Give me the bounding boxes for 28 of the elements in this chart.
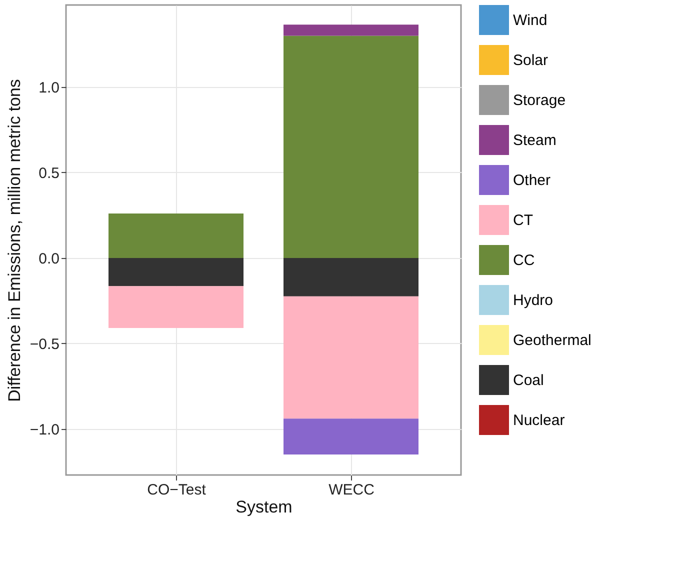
bar bbox=[284, 258, 418, 296]
y-tick-label: 1.0 bbox=[38, 80, 60, 97]
legend-label: Other bbox=[513, 172, 551, 189]
legend-label: Coal bbox=[513, 372, 544, 389]
y-tick-label: −1.0 bbox=[30, 421, 60, 438]
legend-label: Solar bbox=[513, 52, 548, 69]
legend-label: CT bbox=[513, 212, 533, 229]
legend-label: Steam bbox=[513, 132, 556, 149]
x-tick-label: WECC bbox=[328, 482, 375, 498]
legend-label: Nuclear bbox=[513, 412, 565, 429]
bar bbox=[108, 286, 244, 328]
y-tick-label: −0.5 bbox=[30, 336, 60, 353]
bar bbox=[284, 36, 418, 258]
x-tick-label: CO−Test bbox=[147, 482, 207, 498]
bar bbox=[108, 214, 244, 258]
legend-label: Geothermal bbox=[513, 332, 592, 349]
legend-label: Storage bbox=[513, 92, 566, 109]
bar bbox=[284, 418, 418, 454]
y-axis-title: Difference in Emissions, million metric tons bbox=[4, 79, 24, 402]
x-axis-title: System bbox=[236, 498, 292, 516]
y-tick-label: 0.0 bbox=[38, 250, 60, 268]
y-tick-label: 0.5 bbox=[38, 164, 60, 182]
legend-label: Wind bbox=[513, 12, 548, 29]
bar bbox=[108, 258, 244, 286]
bar bbox=[284, 296, 418, 419]
legend-label: CC bbox=[513, 252, 535, 269]
legend-label: Hydro bbox=[513, 292, 554, 309]
bar bbox=[284, 24, 418, 36]
